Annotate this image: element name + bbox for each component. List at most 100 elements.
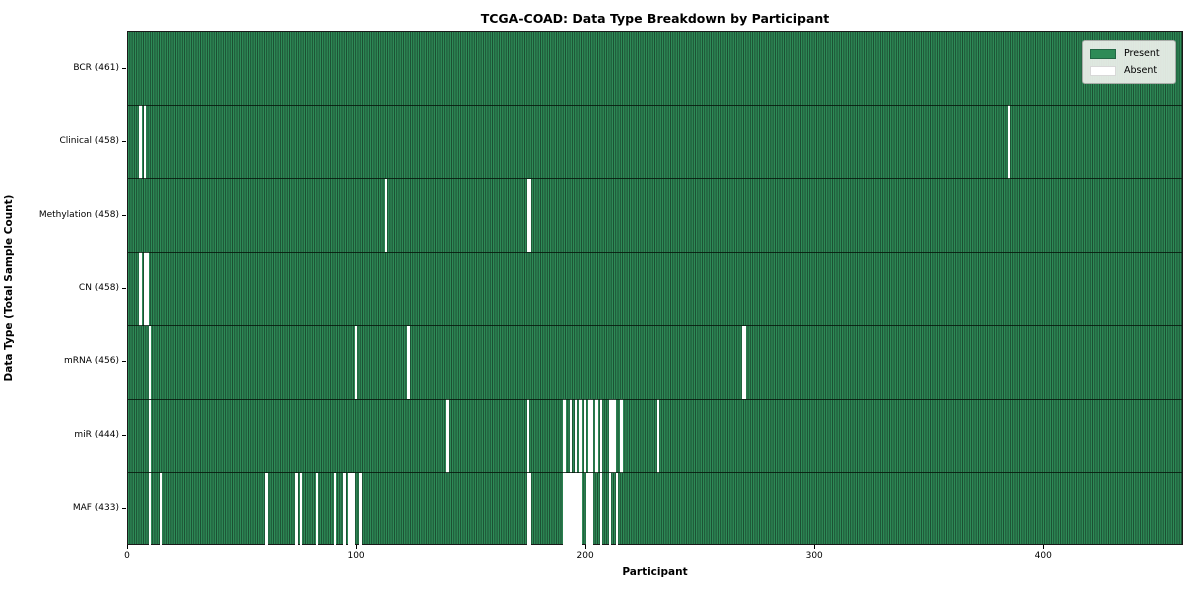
absent-stripe <box>611 399 614 473</box>
row-separator <box>128 104 1182 106</box>
row-band-MAF <box>128 472 1182 546</box>
y-tick-mark <box>122 67 126 69</box>
y-tick-label-miR: miR (444) <box>74 429 119 440</box>
absent-stripe <box>586 472 589 546</box>
absent-stripe <box>576 472 580 546</box>
row-separator <box>128 472 1182 474</box>
y-tick-label-MAF: MAF (433) <box>72 503 119 514</box>
absent-stripe <box>572 472 575 546</box>
absent-stripe <box>744 325 747 400</box>
absent-stripe <box>615 472 619 546</box>
legend: Present Absent <box>1082 40 1176 84</box>
absent-stripe <box>407 325 410 400</box>
absent-stripe <box>354 325 358 400</box>
absent-stripe <box>352 472 355 546</box>
absent-stripe <box>657 399 660 473</box>
absent-stripe <box>144 105 147 179</box>
y-tick-mark <box>122 434 126 436</box>
absent-stripe <box>590 472 593 546</box>
row-band-Clinical <box>128 105 1182 179</box>
y-tick-label-Methylation: Methylation (458) <box>38 209 119 220</box>
row-band-mRNA <box>128 325 1182 400</box>
absent-stripe <box>528 178 532 253</box>
absent-stripe <box>334 472 337 546</box>
present-swatch-icon <box>1090 48 1116 59</box>
absent-stripe <box>741 325 745 400</box>
legend-present-label: Present <box>1124 48 1160 59</box>
absent-stripe <box>146 252 149 326</box>
absent-stripe <box>144 252 147 326</box>
absent-stripe <box>583 399 587 473</box>
absent-stripe <box>613 399 616 473</box>
absent-stripe <box>588 472 591 546</box>
absent-stripe <box>295 472 298 546</box>
chart-title: TCGA-COAD: Data Type Breakdown by Partic… <box>480 11 830 26</box>
row-separator <box>128 178 1182 180</box>
absent-stripe <box>139 252 142 326</box>
absent-stripe <box>526 178 529 253</box>
legend-entry-absent: Absent <box>1090 63 1168 78</box>
absent-stripe <box>590 399 593 473</box>
row-band-BCR <box>128 32 1182 105</box>
absent-stripe <box>567 472 571 546</box>
row-separator <box>128 251 1182 253</box>
absent-stripe <box>588 399 591 473</box>
x-tick-mark <box>1043 545 1045 549</box>
absent-stripe <box>526 472 529 546</box>
x-tick-label: 400 <box>1034 551 1052 561</box>
x-tick-label: 100 <box>347 551 365 561</box>
x-tick-label: 300 <box>805 551 823 561</box>
absent-stripe <box>599 472 603 546</box>
row-separator <box>128 325 1182 327</box>
absent-stripe <box>609 472 612 546</box>
absent-stripe <box>609 399 612 473</box>
absent-stripe <box>526 399 529 473</box>
absent-stripe <box>148 325 151 400</box>
absent-stripe <box>148 399 151 473</box>
y-tick-mark <box>122 508 126 510</box>
absent-stripe <box>265 472 268 546</box>
absent-stripe <box>359 472 362 546</box>
y-tick-mark <box>122 214 126 216</box>
y-tick-mark <box>122 141 126 143</box>
legend-absent-label: Absent <box>1124 65 1158 76</box>
row-band-Methylation <box>128 178 1182 253</box>
absent-stripe <box>574 472 577 546</box>
x-tick-label: 200 <box>576 551 594 561</box>
legend-entry-present: Present <box>1090 46 1168 61</box>
absent-stripe <box>565 472 568 546</box>
x-tick-mark <box>127 545 128 549</box>
y-tick-mark <box>122 288 126 289</box>
y-tick-label-BCR: BCR (461) <box>73 62 119 73</box>
absent-stripe <box>139 105 142 179</box>
absent-stripe <box>446 399 449 473</box>
absent-stripe <box>315 472 319 546</box>
y-tick-label-CN: CN (458) <box>78 283 119 293</box>
absent-stripe <box>160 472 163 546</box>
absent-stripe <box>299 472 303 546</box>
y-tick-mark <box>122 361 126 363</box>
x-tick-label: 0 <box>124 551 130 561</box>
row-band-miR <box>128 399 1182 473</box>
x-tick-mark <box>585 545 587 549</box>
absent-swatch-icon <box>1090 65 1116 76</box>
row-band-CN <box>128 252 1182 326</box>
absent-stripe <box>384 178 387 253</box>
absent-stripe <box>1007 105 1010 179</box>
absent-stripe <box>595 399 598 473</box>
absent-stripe <box>350 472 353 546</box>
absent-stripe <box>599 399 603 473</box>
x-tick-mark <box>356 545 358 549</box>
absent-stripe <box>347 472 351 546</box>
plot-area <box>127 31 1183 546</box>
absent-stripe <box>579 472 582 546</box>
y-tick-label-mRNA: mRNA (456) <box>64 356 119 367</box>
absent-stripe <box>563 472 566 546</box>
absent-stripe <box>528 472 532 546</box>
y-tick-label-Clinical: Clinical (458) <box>59 136 119 147</box>
absent-stripe <box>570 399 573 473</box>
x-tick-mark <box>814 545 816 549</box>
absent-stripe <box>574 399 577 473</box>
absent-stripe <box>343 472 346 546</box>
